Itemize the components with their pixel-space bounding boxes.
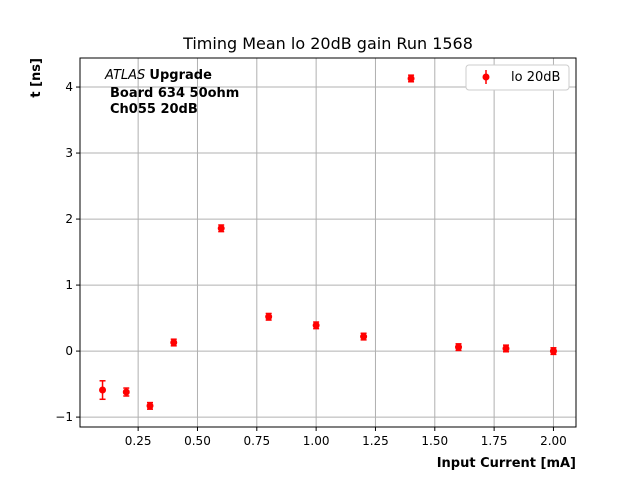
y-tick-label: −1 — [55, 410, 73, 424]
x-tick-label: 1.00 — [303, 434, 330, 448]
x-tick-label: 2.00 — [540, 434, 567, 448]
legend-marker — [482, 73, 490, 81]
annotation-atlas: ATLAS — [104, 68, 145, 83]
legend-box — [465, 64, 570, 91]
data-point — [217, 224, 225, 232]
annotation-board: Board 634 50ohm — [110, 86, 239, 101]
annotation-upgrade: Upgrade — [149, 68, 212, 83]
data-point — [455, 343, 463, 351]
x-tick-label: 0.25 — [125, 434, 152, 448]
svg-text:ATLAS Upgrade: ATLAS Upgrade — [104, 68, 212, 83]
annotation-channel: Ch055 20dB — [110, 102, 198, 117]
data-point — [312, 321, 320, 329]
x-tick-label: 1.75 — [481, 434, 508, 448]
y-tick-label: 1 — [65, 278, 73, 292]
plot-frame — [79, 57, 577, 428]
y-axis-label: t [ns] — [29, 58, 44, 98]
x-tick-label: 0.75 — [243, 434, 270, 448]
y-tick-label: 3 — [65, 146, 73, 160]
data-point — [99, 386, 107, 394]
annotation: ATLAS Upgrade Board 634 50ohm Ch055 20dB — [104, 68, 239, 117]
data-point — [407, 74, 415, 82]
data-point — [170, 339, 178, 347]
x-tick-label: 0.50 — [184, 434, 211, 448]
y-tick-label: 4 — [65, 80, 73, 94]
data-point — [146, 402, 154, 410]
data-point — [360, 333, 368, 341]
y-tick-label: 2 — [65, 212, 73, 226]
x-axis-label: Input Current [mA] — [437, 456, 576, 471]
data-point — [265, 313, 273, 321]
legend-label: lo 20dB — [511, 70, 560, 85]
chart-title: Timing Mean lo 20dB gain Run 1568 — [182, 34, 473, 53]
data-point — [122, 388, 130, 396]
x-tick-label: 1.50 — [421, 434, 448, 448]
data-point — [502, 344, 510, 352]
data-point — [549, 347, 557, 355]
legend: lo 20dB — [465, 64, 570, 91]
x-tick-label: 1.25 — [362, 434, 389, 448]
y-tick-label: 0 — [65, 344, 73, 358]
